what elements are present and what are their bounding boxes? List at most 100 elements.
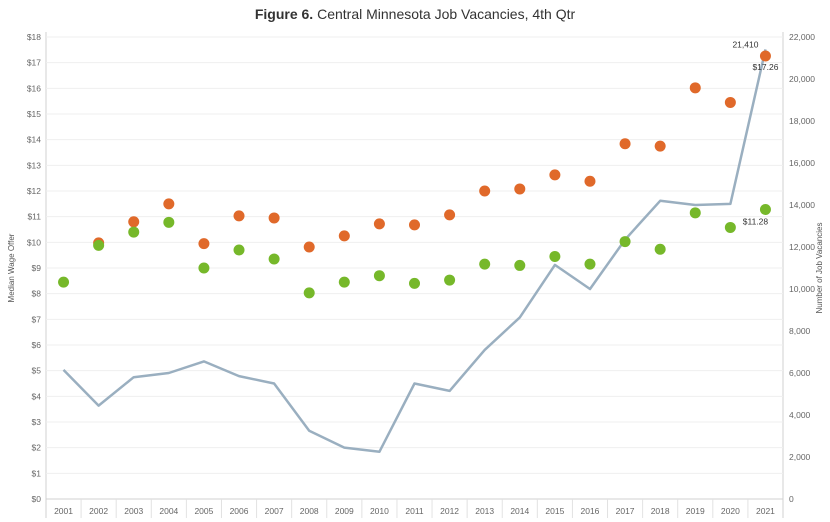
left-tick-label: $13	[27, 160, 41, 170]
left-tick-label: $15	[27, 109, 41, 119]
wage-point-green	[128, 226, 140, 238]
wage-point-green	[233, 244, 245, 256]
wage-point-orange	[373, 218, 385, 230]
x-tick-label: 2017	[616, 506, 635, 516]
left-tick-label: $8	[32, 289, 42, 299]
x-tick-label: 2010	[370, 506, 389, 516]
wage-point-orange	[338, 230, 350, 242]
x-axis-ticks: 2001 2002 2003 2004 2005 2006 2007 2008 2009 2010…	[54, 506, 775, 516]
right-tick-label: 0	[789, 494, 794, 504]
vacancies-line	[62, 49, 767, 454]
left-tick-label: $2	[32, 443, 42, 453]
x-tick-label: 2011	[405, 506, 424, 516]
left-axis-label: Median Wage Offer	[7, 233, 16, 302]
x-tick-label: 2008	[300, 506, 319, 516]
right-tick-label: 6,000	[789, 368, 811, 378]
wage-point-orange	[619, 138, 631, 150]
left-tick-label: $4	[32, 391, 42, 401]
left-tick-label: $9	[32, 263, 42, 273]
x-tick-label: 2009	[335, 506, 354, 516]
right-tick-label: 20,000	[789, 74, 815, 84]
x-tick-label: 2014	[510, 506, 529, 516]
right-tick-label: 22,000	[789, 32, 815, 42]
wage-point-orange	[479, 185, 491, 197]
left-tick-label: $7	[32, 314, 42, 324]
wage-point-orange	[654, 140, 666, 152]
left-tick-label: $18	[27, 32, 41, 42]
wage-point-green	[549, 250, 561, 262]
right-tick-label: 10,000	[789, 284, 815, 294]
wage-point-orange	[549, 169, 561, 181]
wage-point-orange	[163, 198, 175, 210]
left-tick-label: $5	[32, 366, 42, 376]
wage-point-green	[198, 262, 210, 274]
wage-point-green	[409, 277, 420, 289]
annotation-wage-green: $11.28	[743, 216, 769, 226]
wage-point-orange	[724, 96, 736, 108]
right-tick-label: 12,000	[789, 242, 815, 252]
right-tick-label: 8,000	[789, 326, 811, 336]
wage-point-orange	[409, 219, 420, 231]
wage-point-green	[303, 287, 315, 299]
wage-point-orange	[759, 50, 771, 62]
wage-point-orange	[233, 210, 245, 222]
left-axis-ticks: $0 $1 $2 $3 $4 $5 $6 $7 $8 $9 $10 $11 $12 $13 $14 $15 $1…	[27, 32, 41, 504]
right-tick-label: 4,000	[789, 410, 811, 420]
left-tick-label: $16	[27, 83, 41, 93]
wage-point-green	[58, 276, 70, 288]
x-tick-label: 2001	[54, 506, 73, 516]
wage-point-orange	[689, 82, 701, 94]
wage-point-orange	[444, 209, 456, 221]
right-tick-label: 2,000	[789, 452, 811, 462]
right-tick-label: 18,000	[789, 116, 815, 126]
right-axis-label: Number of Job Vacancies	[815, 222, 824, 313]
wage-point-green	[619, 236, 631, 248]
x-tick-label: 2021	[756, 506, 775, 516]
wage-point-orange	[128, 216, 140, 228]
x-tick-label: 2002	[89, 506, 108, 516]
wage-point-green	[759, 203, 771, 215]
annotation-wage-orange: $17.26	[752, 62, 778, 72]
wage-point-orange	[198, 238, 210, 250]
wage-point-green	[444, 274, 456, 286]
left-tick-label: $1	[32, 468, 42, 478]
wage-point-orange	[303, 241, 315, 253]
left-tick-label: $17	[27, 58, 41, 68]
x-tick-label: 2020	[721, 506, 740, 516]
wage-point-green	[654, 243, 666, 255]
gridlines	[45, 32, 784, 518]
left-tick-label: $12	[27, 186, 41, 196]
wage-point-green	[584, 258, 596, 270]
annotation-vacancies: 21,410	[732, 39, 758, 49]
x-tick-label: 2012	[440, 506, 459, 516]
wage-point-green	[689, 207, 701, 219]
wage-point-green	[268, 253, 280, 265]
x-tick-label: 2007	[265, 506, 284, 516]
wage-point-green	[724, 221, 736, 233]
x-tick-label: 2005	[194, 506, 213, 516]
left-tick-label: $10	[27, 237, 41, 247]
left-tick-label: $3	[32, 417, 42, 427]
wage-point-green	[338, 276, 350, 288]
x-tick-label: 2015	[545, 506, 564, 516]
x-tick-label: 2018	[651, 506, 670, 516]
wage-point-green	[93, 239, 105, 251]
x-tick-label: 2003	[124, 506, 143, 516]
wage-point-orange	[584, 175, 596, 187]
left-tick-label: $11	[27, 212, 41, 222]
series-layer	[58, 49, 771, 454]
annotation-layer: 21,410 $17.26 $11.28	[732, 39, 778, 226]
wage-point-green	[373, 270, 385, 282]
chart-title-text: Central Minnesota Job Vacancies, 4th Qtr	[317, 6, 576, 22]
wage-point-orange	[514, 183, 526, 195]
right-tick-label: 16,000	[789, 158, 815, 168]
left-tick-label: $14	[27, 135, 41, 145]
wage-point-orange	[268, 212, 280, 224]
chart-title-prefix: Figure 6.	[254, 6, 314, 22]
wage-point-green	[479, 258, 491, 270]
wage-point-green	[163, 216, 175, 228]
chart-title: Figure 6. Central Minnesota Job Vacancie…	[0, 6, 830, 22]
x-tick-label: 2004	[159, 506, 178, 516]
x-tick-label: 2019	[686, 506, 705, 516]
